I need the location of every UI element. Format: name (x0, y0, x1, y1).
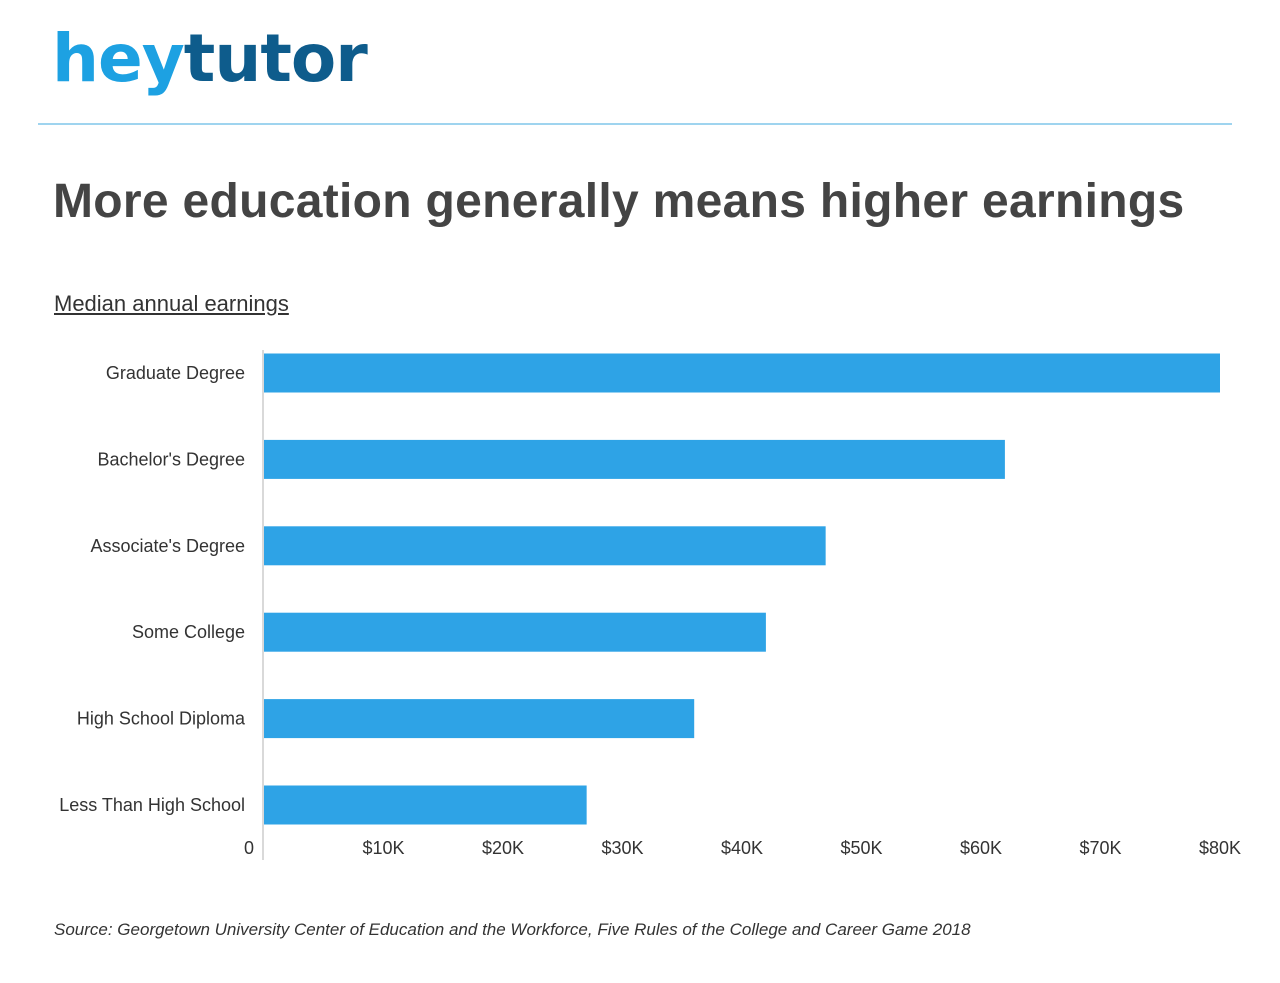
x-tick-label: $80K (1199, 838, 1241, 858)
heytutor-logo: heytutor (52, 26, 368, 92)
bar-chart: Graduate Degree Bachelor's Degree Associat… (59, 350, 1241, 860)
source-note: Source: Georgetown University Center of … (54, 920, 971, 939)
chart-title: More education generally means higher ea… (53, 175, 1185, 228)
logo-tutor: tutor (183, 20, 368, 97)
x-tick-label: $20K (482, 838, 524, 858)
bar (264, 699, 695, 739)
category-label: Some College (132, 622, 245, 642)
category-label: Less Than High School (59, 795, 245, 815)
bar (264, 353, 1220, 393)
x-tick-label: $10K (362, 838, 404, 858)
x-tick-label: $40K (721, 838, 763, 858)
header-divider (38, 123, 1232, 125)
bar (264, 612, 766, 652)
x-tick-label: $50K (840, 838, 882, 858)
bar (264, 526, 826, 566)
x-tick-label: $60K (960, 838, 1002, 858)
bar (264, 439, 1005, 479)
x-tick-label: 0 (244, 838, 254, 858)
x-tick-label: $30K (601, 838, 643, 858)
category-label: Graduate Degree (106, 363, 245, 383)
bar (264, 785, 587, 825)
chart-subtitle: Median annual earnings (54, 291, 289, 316)
logo-hey: hey (52, 20, 185, 97)
category-label: Associate's Degree (90, 536, 245, 556)
category-label: Bachelor's Degree (97, 449, 245, 469)
category-label: High School Diploma (77, 709, 246, 729)
x-tick-label: $70K (1079, 838, 1121, 858)
